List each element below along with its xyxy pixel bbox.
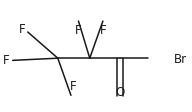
Text: Br: Br (174, 53, 187, 66)
Text: F: F (3, 54, 10, 67)
Text: F: F (75, 24, 82, 37)
Text: O: O (115, 86, 124, 99)
Text: F: F (100, 24, 106, 37)
Text: F: F (19, 23, 26, 36)
Text: F: F (70, 80, 76, 93)
